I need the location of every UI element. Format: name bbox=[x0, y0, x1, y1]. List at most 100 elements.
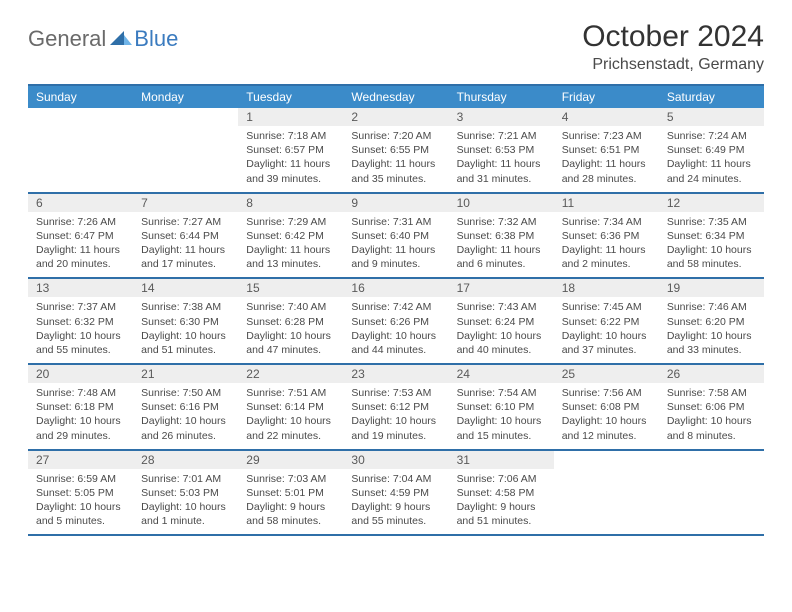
day-number bbox=[28, 108, 133, 126]
sunrise-text: Sunrise: 7:31 AM bbox=[351, 215, 440, 229]
day-number: 31 bbox=[449, 451, 554, 469]
sunset-text: Sunset: 6:32 PM bbox=[36, 315, 125, 329]
sunrise-text: Sunrise: 7:46 AM bbox=[667, 300, 756, 314]
day-number: 3 bbox=[449, 108, 554, 126]
sunrise-text: Sunrise: 7:42 AM bbox=[351, 300, 440, 314]
day-body: Sunrise: 7:37 AMSunset: 6:32 PMDaylight:… bbox=[28, 297, 133, 363]
day-body: Sunrise: 7:29 AMSunset: 6:42 PMDaylight:… bbox=[238, 212, 343, 278]
daylight-text: Daylight: 9 hours and 55 minutes. bbox=[351, 500, 440, 528]
day-number: 4 bbox=[554, 108, 659, 126]
sunset-text: Sunset: 6:38 PM bbox=[457, 229, 546, 243]
logo-text-general: General bbox=[28, 26, 106, 52]
sunrise-text: Sunrise: 7:34 AM bbox=[562, 215, 651, 229]
sunrise-text: Sunrise: 7:43 AM bbox=[457, 300, 546, 314]
sunrise-text: Sunrise: 7:48 AM bbox=[36, 386, 125, 400]
sunrise-text: Sunrise: 7:51 AM bbox=[246, 386, 335, 400]
sunrise-text: Sunrise: 7:04 AM bbox=[351, 472, 440, 486]
sunset-text: Sunset: 6:42 PM bbox=[246, 229, 335, 243]
sunset-text: Sunset: 6:12 PM bbox=[351, 400, 440, 414]
day-number bbox=[133, 108, 238, 126]
sunrise-text: Sunrise: 7:23 AM bbox=[562, 129, 651, 143]
dow-sunday: Sunday bbox=[28, 86, 133, 108]
logo-triangle-icon bbox=[110, 29, 132, 50]
week-row: 1Sunrise: 7:18 AMSunset: 6:57 PMDaylight… bbox=[28, 108, 764, 194]
day-cell: 16Sunrise: 7:42 AMSunset: 6:26 PMDayligh… bbox=[343, 279, 448, 363]
day-cell: 19 Sunrise: 7:46 AMSunset: 6:20 PMDayligh… bbox=[659, 279, 764, 363]
day-cell: 24Sunrise: 7:54 AMSunset: 6:10 PMDayligh… bbox=[449, 365, 554, 449]
day-body: Sunrise: 7:53 AMSunset: 6:12 PMDaylight:… bbox=[343, 383, 448, 449]
sunset-text: Sunset: 6:44 PM bbox=[141, 229, 230, 243]
logo-text-blue: Blue bbox=[134, 26, 178, 52]
daylight-text: Daylight: 10 hours and 5 minutes. bbox=[36, 500, 125, 528]
sunrise-text: Sunrise: 7:18 AM bbox=[246, 129, 335, 143]
day-cell: 1Sunrise: 7:18 AMSunset: 6:57 PMDaylight… bbox=[238, 108, 343, 192]
sunrise-text: Sunrise: 7:21 AM bbox=[457, 129, 546, 143]
sunset-text: Sunset: 6:16 PM bbox=[141, 400, 230, 414]
daylight-text: Daylight: 11 hours and 20 minutes. bbox=[36, 243, 125, 271]
day-number: 23 bbox=[343, 365, 448, 383]
day-number: 19 bbox=[659, 279, 764, 297]
daylight-text: Daylight: 11 hours and 2 minutes. bbox=[562, 243, 651, 271]
day-number: 18 bbox=[554, 279, 659, 297]
sunset-text: Sunset: 6:53 PM bbox=[457, 143, 546, 157]
sunrise-text: Sunrise: 7:29 AM bbox=[246, 215, 335, 229]
day-cell: 9Sunrise: 7:31 AMSunset: 6:40 PMDaylight… bbox=[343, 194, 448, 278]
sunset-text: Sunset: 6:55 PM bbox=[351, 143, 440, 157]
daylight-text: Daylight: 11 hours and 9 minutes. bbox=[351, 243, 440, 271]
day-cell: 5Sunrise: 7:24 AMSunset: 6:49 PMDaylight… bbox=[659, 108, 764, 192]
day-cell: 6Sunrise: 7:26 AMSunset: 6:47 PMDaylight… bbox=[28, 194, 133, 278]
sunrise-text: Sunrise: 7:53 AM bbox=[351, 386, 440, 400]
day-cell: 27Sunrise: 6:59 AMSunset: 5:05 PMDayligh… bbox=[28, 451, 133, 535]
day-body: Sunrise: 7:34 AMSunset: 6:36 PMDaylight:… bbox=[554, 212, 659, 278]
week-row: 6Sunrise: 7:26 AMSunset: 6:47 PMDaylight… bbox=[28, 194, 764, 280]
day-body: Sunrise: 7:31 AMSunset: 6:40 PMDaylight:… bbox=[343, 212, 448, 278]
day-number: 26 bbox=[659, 365, 764, 383]
daylight-text: Daylight: 10 hours and 37 minutes. bbox=[562, 329, 651, 357]
sunset-text: Sunset: 4:59 PM bbox=[351, 486, 440, 500]
sunset-text: Sunset: 6:22 PM bbox=[562, 315, 651, 329]
day-cell: 15Sunrise: 7:40 AMSunset: 6:28 PMDayligh… bbox=[238, 279, 343, 363]
day-number: 30 bbox=[343, 451, 448, 469]
day-body bbox=[133, 126, 238, 135]
sunset-text: Sunset: 6:26 PM bbox=[351, 315, 440, 329]
dow-wednesday: Wednesday bbox=[343, 86, 448, 108]
day-number: 9 bbox=[343, 194, 448, 212]
day-cell: 20Sunrise: 7:48 AMSunset: 6:18 PMDayligh… bbox=[28, 365, 133, 449]
daylight-text: Daylight: 10 hours and 33 minutes. bbox=[667, 329, 756, 357]
day-cell: 13Sunrise: 7:37 AMSunset: 6:32 PMDayligh… bbox=[28, 279, 133, 363]
dow-tuesday: Tuesday bbox=[238, 86, 343, 108]
daylight-text: Daylight: 10 hours and 12 minutes. bbox=[562, 414, 651, 442]
sunrise-text: Sunrise: 7:38 AM bbox=[141, 300, 230, 314]
day-body: Sunrise: 7:01 AMSunset: 5:03 PMDaylight:… bbox=[133, 469, 238, 535]
day-body: Sunrise: 7:56 AMSunset: 6:08 PMDaylight:… bbox=[554, 383, 659, 449]
sunrise-text: Sunrise: 7:27 AM bbox=[141, 215, 230, 229]
day-cell: 3Sunrise: 7:21 AMSunset: 6:53 PMDaylight… bbox=[449, 108, 554, 192]
day-body: Sunrise: 7:03 AMSunset: 5:01 PMDaylight:… bbox=[238, 469, 343, 535]
day-cell: 29Sunrise: 7:03 AMSunset: 5:01 PMDayligh… bbox=[238, 451, 343, 535]
daylight-text: Daylight: 11 hours and 39 minutes. bbox=[246, 157, 335, 185]
sunset-text: Sunset: 6:20 PM bbox=[667, 315, 756, 329]
day-number: 2 bbox=[343, 108, 448, 126]
sunrise-text: Sunrise: 7:37 AM bbox=[36, 300, 125, 314]
day-cell: 18Sunrise: 7:45 AMSunset: 6:22 PMDayligh… bbox=[554, 279, 659, 363]
daylight-text: Daylight: 11 hours and 17 minutes. bbox=[141, 243, 230, 271]
day-cell: 31Sunrise: 7:06 AMSunset: 4:58 PMDayligh… bbox=[449, 451, 554, 535]
day-body bbox=[659, 469, 764, 478]
day-cell: 7Sunrise: 7:27 AMSunset: 6:44 PMDaylight… bbox=[133, 194, 238, 278]
day-cell: 14Sunrise: 7:38 AMSunset: 6:30 PMDayligh… bbox=[133, 279, 238, 363]
day-body: Sunrise: 7:04 AMSunset: 4:59 PMDaylight:… bbox=[343, 469, 448, 535]
weeks-container: 1Sunrise: 7:18 AMSunset: 6:57 PMDaylight… bbox=[28, 108, 764, 536]
day-cell: 12Sunrise: 7:35 AMSunset: 6:34 PMDayligh… bbox=[659, 194, 764, 278]
day-body: Sunrise: 7:26 AMSunset: 6:47 PMDaylight:… bbox=[28, 212, 133, 278]
day-body: Sunrise: 7:45 AMSunset: 6:22 PMDaylight:… bbox=[554, 297, 659, 363]
sunrise-text: Sunrise: 7:24 AM bbox=[667, 129, 756, 143]
day-of-week-row: SundayMondayTuesdayWednesdayThursdayFrid… bbox=[28, 86, 764, 108]
sunset-text: Sunset: 6:14 PM bbox=[246, 400, 335, 414]
logo: General Blue bbox=[28, 26, 178, 52]
day-body: Sunrise: 7:21 AMSunset: 6:53 PMDaylight:… bbox=[449, 126, 554, 192]
daylight-text: Daylight: 10 hours and 47 minutes. bbox=[246, 329, 335, 357]
day-number: 27 bbox=[28, 451, 133, 469]
day-number: 28 bbox=[133, 451, 238, 469]
sunset-text: Sunset: 6:30 PM bbox=[141, 315, 230, 329]
daylight-text: Daylight: 10 hours and 15 minutes. bbox=[457, 414, 546, 442]
